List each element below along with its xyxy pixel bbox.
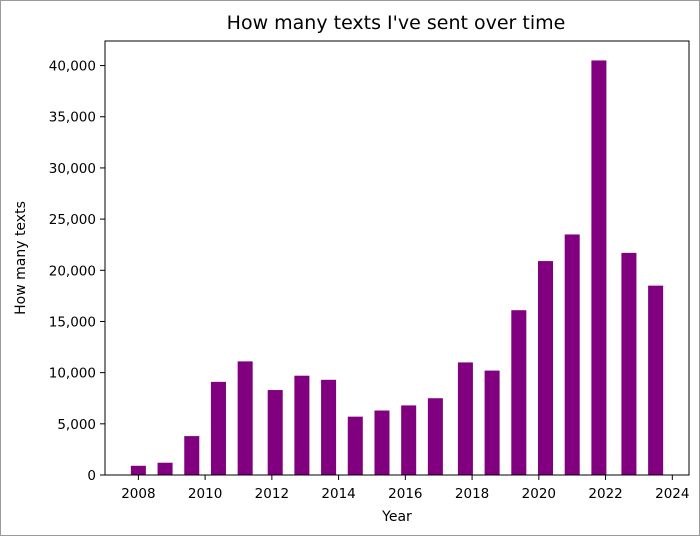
bar-16 <box>564 234 580 475</box>
x-tick-label: 2024 <box>655 486 689 502</box>
y-tick-label: 15,000 <box>49 314 96 330</box>
x-tick-label: 2016 <box>388 486 422 502</box>
bar-7 <box>321 379 337 475</box>
bar-17 <box>591 60 607 475</box>
x-tick-label: 2014 <box>321 486 355 502</box>
y-tick-label: 10,000 <box>49 366 96 382</box>
bar-18 <box>621 252 637 475</box>
y-tick-label: 5,000 <box>57 417 96 433</box>
x-tick-label: 2022 <box>588 486 622 502</box>
bar-10 <box>401 405 417 475</box>
y-tick-label: 30,000 <box>49 161 96 177</box>
x-tick-label: 2020 <box>522 486 556 502</box>
y-tick-label: 40,000 <box>49 59 96 75</box>
bar-2 <box>184 436 200 475</box>
x-tick-label: 2018 <box>455 486 489 502</box>
bar-19 <box>648 285 664 475</box>
x-axis-ticks: 2008 2010 2012 2014 2016 2018 2020 2022 2024 <box>121 475 689 502</box>
bar-11 <box>427 398 443 475</box>
y-tick-label: 0 <box>87 468 96 484</box>
chart-title: How many texts I've sent over time <box>227 12 566 34</box>
y-tick-label: 25,000 <box>49 212 96 228</box>
y-axis-label: How many texts <box>13 201 29 315</box>
bar-4 <box>237 361 253 475</box>
bar-15 <box>537 261 554 475</box>
plot-area-border <box>104 40 690 476</box>
bar-5 <box>267 390 283 475</box>
bar-12 <box>457 362 473 475</box>
x-tick-label: 2012 <box>255 486 289 502</box>
x-axis-label: Year <box>381 509 412 525</box>
bar-8 <box>347 416 363 475</box>
y-tick-label: 35,000 <box>49 110 96 126</box>
y-tick-label: 20,000 <box>49 263 96 279</box>
bar-13 <box>484 370 500 475</box>
x-tick-label: 2008 <box>121 486 155 502</box>
bar-6 <box>294 375 310 475</box>
bar-1 <box>157 462 173 475</box>
y-axis-ticks: 0 5,000 10,000 15,000 20,000 25,000 30,000 35,0… <box>49 59 105 484</box>
bar-0 <box>130 465 146 475</box>
bar-14 <box>511 310 527 475</box>
bars-group <box>130 60 664 475</box>
bar-9 <box>374 410 390 475</box>
bar-3 <box>210 381 226 475</box>
x-tick-label: 2010 <box>188 486 222 502</box>
